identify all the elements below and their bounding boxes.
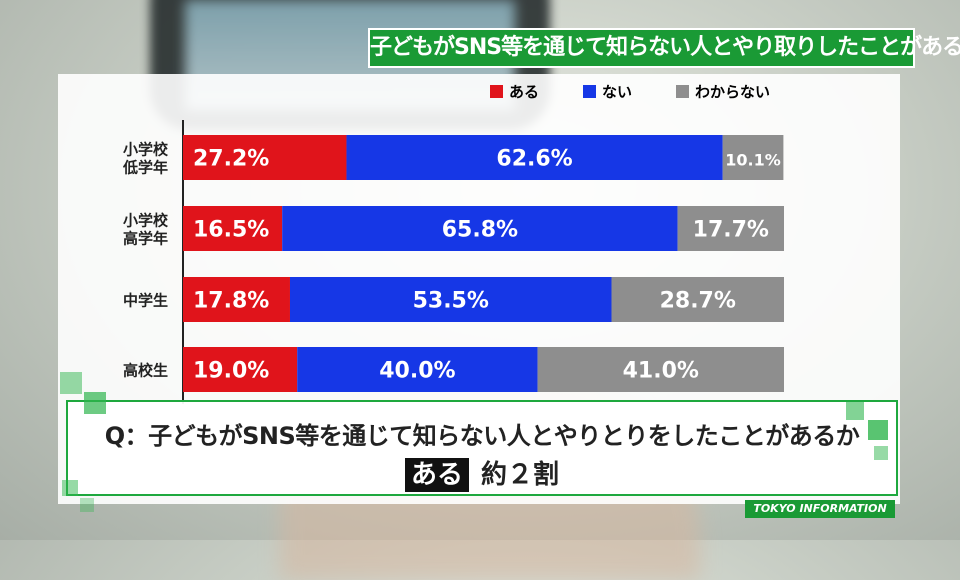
deco-square bbox=[846, 402, 864, 420]
bar-segment bbox=[183, 206, 283, 251]
legend-label-wakaranai: わからない bbox=[695, 82, 771, 101]
bar-segment bbox=[677, 206, 784, 251]
bar-data-label: 16.5% bbox=[193, 218, 269, 243]
answer-line: ある 約２割 bbox=[68, 454, 896, 492]
bar-segment bbox=[289, 277, 612, 322]
bar-segment bbox=[282, 206, 678, 251]
bar-segment bbox=[183, 347, 298, 392]
bar-data-label: 28.7% bbox=[660, 289, 736, 314]
deco-square bbox=[62, 480, 78, 496]
bar-data-label: 40.0% bbox=[379, 359, 455, 384]
category-label: 高校生 bbox=[123, 362, 168, 380]
category-label: 小学校 bbox=[123, 212, 169, 230]
bar-segment bbox=[722, 135, 784, 180]
deco-square bbox=[84, 392, 106, 414]
chart-title: 子どもがSNS等を通じて知らない人とやり取りしたことがあるか bbox=[368, 28, 960, 68]
legend-label-aru: ある bbox=[509, 82, 540, 101]
bar-data-label: 62.6% bbox=[496, 147, 572, 172]
legend-item-nai: ない bbox=[583, 81, 632, 102]
bar-data-label: 19.0% bbox=[193, 359, 269, 384]
category-label: 小学校 bbox=[123, 141, 169, 159]
question-caption: Q：子どもがSNS等を通じて知らない人とやりとりをしたことがあるか ある 約２割 bbox=[66, 400, 898, 496]
answer-text: 約２割 bbox=[481, 460, 560, 490]
deco-square bbox=[60, 372, 82, 394]
bar-segment bbox=[346, 135, 723, 180]
category-label: 中学生 bbox=[123, 292, 168, 310]
legend-swatch-aru bbox=[490, 84, 503, 98]
legend-item-aru: ある bbox=[490, 81, 539, 102]
bar-data-label: 41.0% bbox=[623, 359, 699, 384]
chart-legend: ある ない わからない bbox=[490, 80, 814, 102]
deco-square bbox=[80, 498, 94, 512]
bar-segment bbox=[183, 277, 290, 322]
bar-data-label: 53.5% bbox=[413, 289, 489, 314]
question-text: Q：子どもがSNS等を通じて知らない人とやりとりをしたことがあるか bbox=[104, 422, 860, 450]
bar-data-label: 17.7% bbox=[693, 218, 769, 243]
bar-segment bbox=[297, 347, 538, 392]
deco-square bbox=[868, 420, 888, 440]
category-label: 低学年 bbox=[122, 159, 168, 177]
bar-segment bbox=[611, 277, 784, 322]
bar-data-label: 27.2% bbox=[193, 147, 269, 172]
answer-badge: ある bbox=[404, 458, 469, 492]
bar-data-label: 65.8% bbox=[442, 218, 518, 243]
bar-data-label: 10.1% bbox=[725, 151, 781, 170]
deco-square bbox=[874, 446, 888, 460]
bar-data-label: 17.8% bbox=[193, 289, 269, 314]
legend-label-nai: ない bbox=[602, 82, 633, 101]
source-tag: TOKYO INFORMATION bbox=[745, 500, 895, 518]
category-label: 高学年 bbox=[123, 230, 168, 248]
bar-segment bbox=[537, 347, 784, 392]
legend-swatch-wakaranai bbox=[676, 84, 690, 98]
legend-item-wakaranai: わからない bbox=[676, 81, 770, 102]
bar-segment bbox=[183, 135, 347, 180]
legend-swatch-nai bbox=[583, 84, 597, 98]
